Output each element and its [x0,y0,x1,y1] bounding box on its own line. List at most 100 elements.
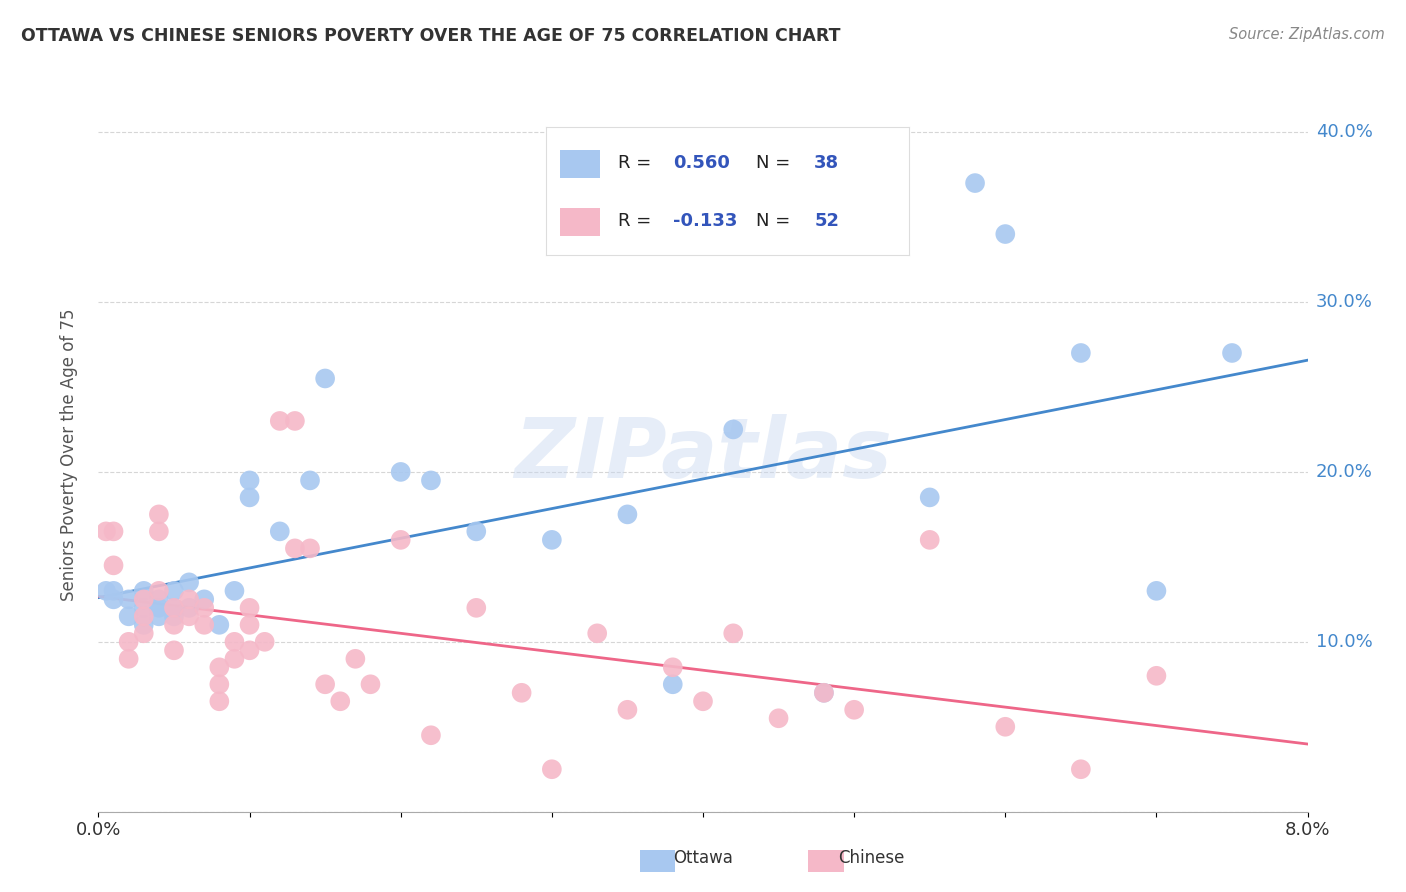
Point [132,626,155,640]
Point [844,703,866,717]
Point [148,592,170,607]
Point [148,583,170,598]
Point [163,617,186,632]
Point [179,609,201,624]
Point [118,635,141,649]
Point [118,652,141,666]
Point [299,474,322,488]
Point [118,609,141,624]
Point [163,600,186,615]
Point [1070,762,1092,776]
Point [918,533,941,547]
Point [269,414,291,428]
Point [132,592,155,607]
Point [179,575,201,590]
Point [284,414,307,428]
Point [299,541,322,556]
Text: 40.0%: 40.0% [1316,123,1372,141]
Point [239,600,262,615]
Point [723,422,745,436]
Point [94,524,117,539]
Text: OTTAWA VS CHINESE SENIORS POVERTY OVER THE AGE OF 75 CORRELATION CHART: OTTAWA VS CHINESE SENIORS POVERTY OVER T… [21,27,841,45]
Y-axis label: Seniors Poverty Over the Age of 75: Seniors Poverty Over the Age of 75 [59,309,77,601]
Point [918,491,941,505]
Point [661,660,683,674]
Point [284,541,307,556]
Point [994,227,1017,241]
Point [103,592,125,607]
Point [148,524,170,539]
Point [1144,669,1167,683]
Point [540,533,562,547]
Point [314,677,336,691]
Point [419,474,441,488]
Point [224,635,246,649]
Point [179,592,201,607]
Point [813,686,835,700]
Point [344,652,367,666]
Point [389,533,412,547]
Point [616,508,638,522]
Point [329,694,352,708]
Text: ZIPatlas: ZIPatlas [515,415,891,495]
Point [94,583,117,598]
Point [132,583,155,598]
Point [103,524,125,539]
Point [269,524,291,539]
Point [193,600,215,615]
Point [768,711,790,725]
Point [148,600,170,615]
Point [224,583,246,598]
Point [692,694,714,708]
Point [586,626,609,640]
Point [148,508,170,522]
Point [616,703,638,717]
Point [359,677,381,691]
Point [314,371,336,385]
Point [239,617,262,632]
Point [179,600,201,615]
Point [193,592,215,607]
Point [813,686,835,700]
Point [994,720,1017,734]
Point [239,491,262,505]
Point [239,474,262,488]
Text: 30.0%: 30.0% [1316,293,1372,311]
Point [163,600,186,615]
Point [389,465,412,479]
Point [132,600,155,615]
Point [193,617,215,632]
Text: 10.0%: 10.0% [1316,632,1372,651]
Point [163,609,186,624]
Point [208,617,231,632]
Point [148,609,170,624]
Point [1144,583,1167,598]
Point [132,617,155,632]
Point [1220,346,1243,360]
Point [132,609,155,624]
Point [661,677,683,691]
Point [1070,346,1092,360]
Point [163,643,186,657]
Point [253,635,276,649]
Point [224,652,246,666]
Text: Ottawa: Ottawa [673,849,733,867]
Text: 20.0%: 20.0% [1316,463,1372,481]
Point [103,558,125,573]
Point [103,583,125,598]
Text: Source: ZipAtlas.com: Source: ZipAtlas.com [1229,27,1385,42]
Point [208,677,231,691]
Text: Chinese: Chinese [838,849,905,867]
Point [419,728,441,742]
Point [208,694,231,708]
Point [208,660,231,674]
Point [239,643,262,657]
Point [465,524,488,539]
Point [540,762,562,776]
Point [163,583,186,598]
Point [465,600,488,615]
Point [965,176,987,190]
Point [723,626,745,640]
Point [510,686,533,700]
Point [118,592,141,607]
